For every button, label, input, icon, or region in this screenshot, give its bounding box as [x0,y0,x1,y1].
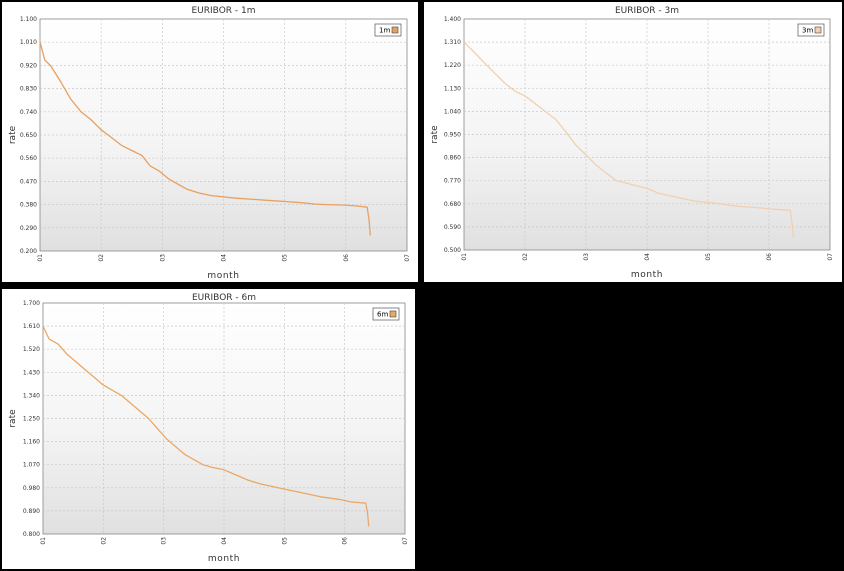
x-axis-label: month [631,270,663,280]
y-tick-label: 0.830 [20,86,37,93]
chart-svg: 0.500 0.590 0.680 0.770 0.860 0.950 1.040 1.130… [430,6,834,280]
x-tick-label: 05 [705,253,712,261]
y-tick-label: 0.500 [444,247,461,254]
y-tick-label: 0.560 [20,155,37,162]
legend-label: 6m [377,311,388,319]
x-tick-label: 02 [98,254,105,262]
y-tick-label: 0.380 [20,202,37,209]
y-tick-label: 1.220 [444,62,461,69]
chart-svg: 0.800 0.890 0.980 1.070 1.160 1.250 1.340 1.430… [8,293,409,564]
legend-swatch [391,26,399,34]
series-line-3m [463,41,795,238]
y-tick-label: 0.890 [23,508,40,515]
y-tick-label: 1.430 [23,369,40,376]
legend-swatch [389,310,397,318]
x-tick-label: 01 [40,537,47,545]
y-tick-label: 0.860 [444,155,461,162]
y-tick-label: 0.800 [23,531,40,538]
y-tick-label: 1.700 [23,300,40,307]
y-tick-label: 1.310 [444,39,461,46]
y-tick-label: 0.200 [20,248,37,255]
legend-label: 3m [802,27,813,35]
legend-swatch [814,26,822,34]
x-tick-label: 04 [644,253,651,261]
y-tick-label: 1.400 [444,16,461,23]
x-tick-label: 01 [37,254,44,262]
y-tick-label: 1.520 [23,346,40,353]
chart-panel-3m: 0.500 0.590 0.680 0.770 0.860 0.950 1.040 1.130… [424,2,842,282]
y-tick-label: 1.160 [23,439,40,446]
chart-panel-6m: 0.800 0.890 0.980 1.070 1.160 1.250 1.340 1.430… [2,289,415,569]
x-tick-label: 03 [583,253,590,261]
chart-title: EURIBOR - 6m [192,293,256,303]
x-tick-label: 06 [766,253,773,261]
y-axis-label: rate [430,125,440,144]
x-tick-label: 03 [161,537,168,545]
y-tick-label: 1.130 [444,85,461,92]
y-tick-label: 1.070 [23,462,40,469]
y-tick-label: 0.590 [444,224,461,231]
x-tick-label: 07 [402,537,409,545]
x-axis-label: month [207,271,239,281]
x-tick-label: 07 [404,254,411,262]
legend: 6m [372,307,400,321]
y-tick-label: 0.650 [20,132,37,139]
x-tick-label: 02 [100,537,107,545]
x-tick-label: 04 [221,537,228,545]
y-tick-label: 1.010 [20,39,37,46]
chart-svg: 0.200 0.290 0.380 0.470 0.560 0.650 0.740 0.830… [8,6,411,281]
y-tick-label: 0.980 [23,485,40,492]
y-tick-label: 0.950 [444,132,461,139]
y-tick-label: 0.770 [444,178,461,185]
x-tick-label: 01 [461,253,468,261]
x-tick-label: 03 [159,254,166,262]
y-tick-label: 0.290 [20,225,37,232]
series-line-6m [42,325,370,527]
chart-title: EURIBOR - 1m [192,6,256,16]
x-tick-label: 06 [342,537,349,545]
chart-panel-1m: 0.200 0.290 0.380 0.470 0.560 0.650 0.740 0.830… [2,2,418,282]
x-tick-label: 05 [282,254,289,262]
y-tick-label: 1.340 [23,392,40,399]
y-axis-label: rate [8,409,18,428]
y-tick-label: 0.740 [20,109,37,116]
legend: 3m [797,23,825,37]
y-tick-label: 1.610 [23,323,40,330]
legend: 1m [374,23,402,37]
y-tick-label: 0.470 [20,178,37,185]
x-tick-label: 02 [522,253,529,261]
y-axis-label: rate [8,125,18,144]
x-axis-label: month [208,554,240,564]
y-tick-label: 1.040 [444,108,461,115]
y-tick-label: 0.920 [20,62,37,69]
y-tick-label: 1.250 [23,416,40,423]
y-tick-label: 1.100 [20,16,37,23]
legend-label: 1m [379,27,390,35]
series-line-1m [39,42,371,236]
x-tick-label: 04 [221,254,228,262]
x-tick-label: 07 [827,253,834,261]
chart-title: EURIBOR - 3m [615,6,679,16]
y-tick-label: 0.680 [444,201,461,208]
x-tick-label: 06 [343,254,350,262]
x-tick-label: 05 [281,537,288,545]
